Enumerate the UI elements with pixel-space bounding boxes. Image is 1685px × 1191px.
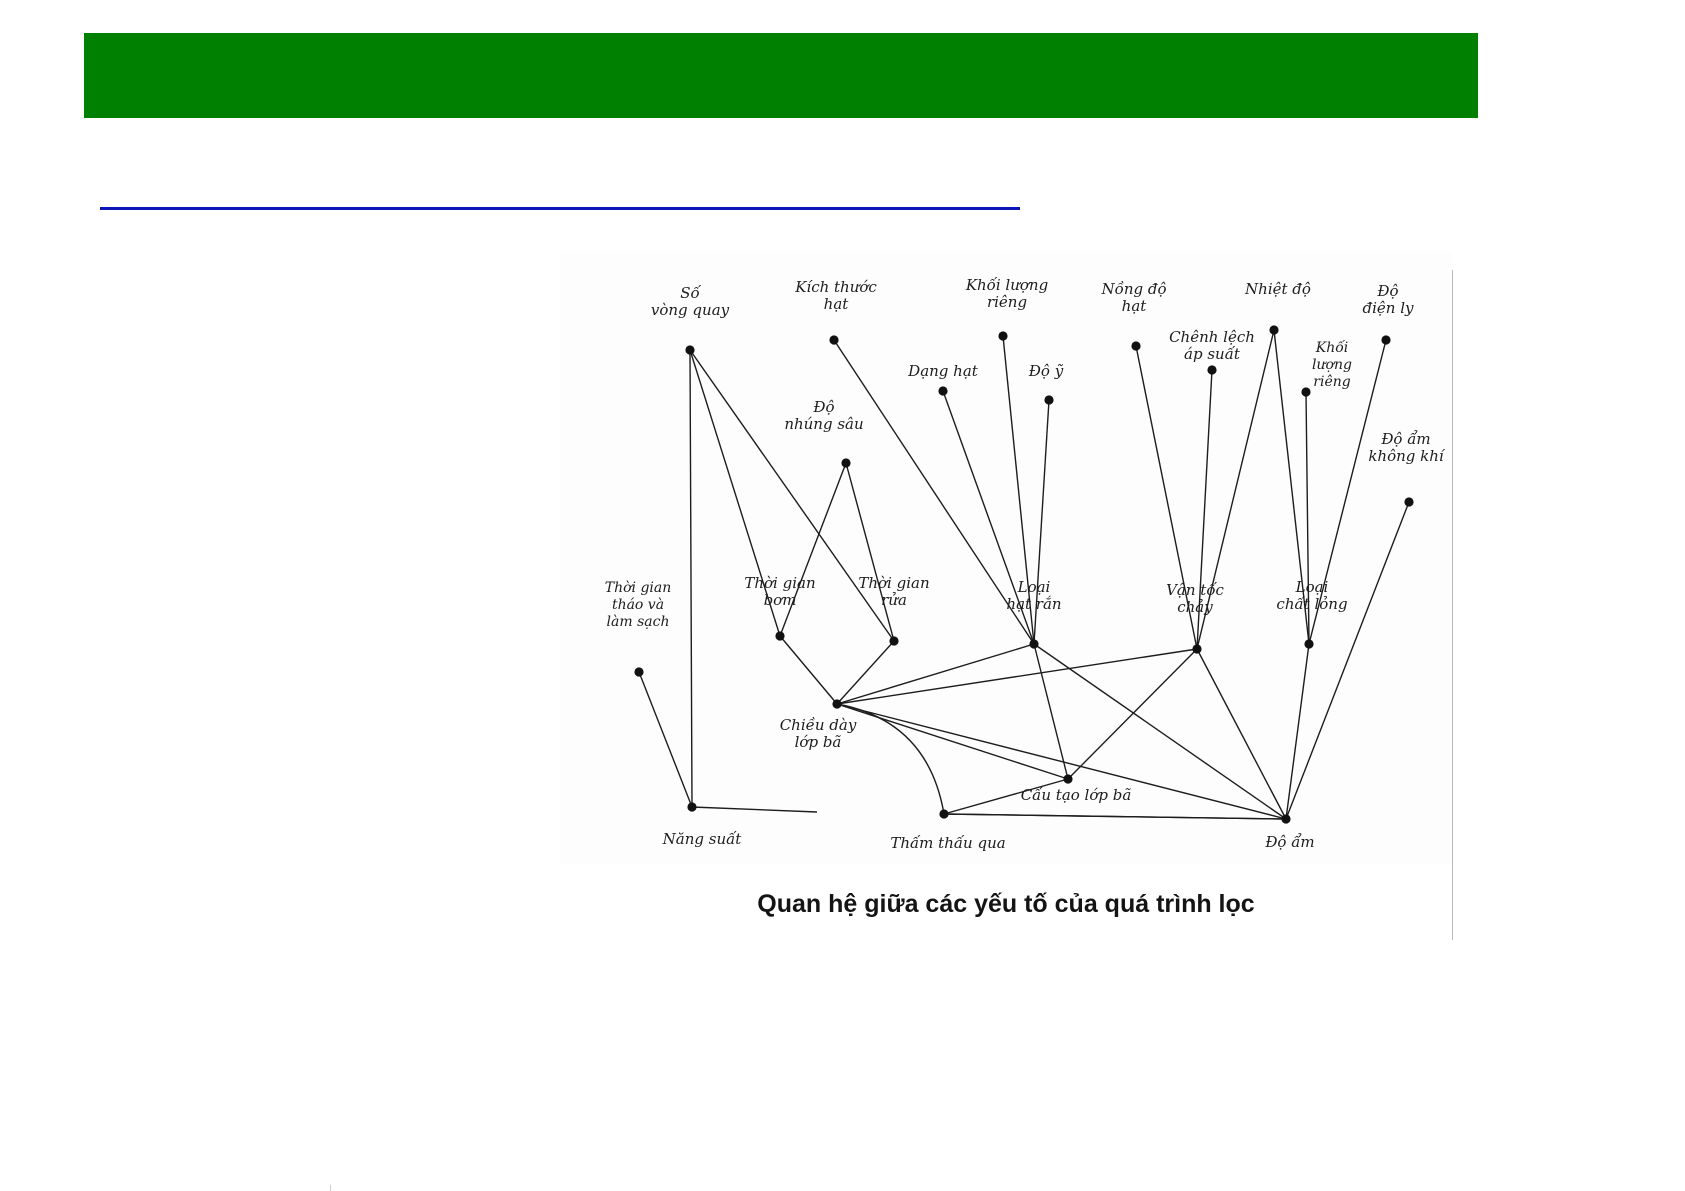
diagram-edge bbox=[691, 806, 818, 813]
diagram-node-so_vong_quay bbox=[685, 345, 695, 355]
diagram-edge bbox=[1135, 345, 1198, 650]
diagram-edge bbox=[845, 462, 895, 642]
diagram-edge bbox=[1196, 369, 1213, 650]
diagram-edge bbox=[1285, 501, 1410, 820]
diagram-edge bbox=[1308, 339, 1387, 645]
diagram-edge bbox=[1305, 391, 1310, 645]
diagram-edge bbox=[1075, 815, 1287, 820]
diagram-node-loai_hat_ran bbox=[1029, 639, 1039, 649]
diagram-node-label-thoi_gian_bom: Thời gian bơm bbox=[744, 574, 815, 609]
diagram-node-dang_hat bbox=[938, 386, 948, 396]
diagram-edge bbox=[836, 703, 1069, 780]
diagram-edge bbox=[836, 703, 1287, 820]
diagram-node-label-nang_suat: Năng suất bbox=[662, 830, 743, 848]
relationship-diagram-figure: Số vòng quay Kích thước hạt Dạng hạt Khối lượ… bbox=[560, 252, 1452, 864]
diagram-node-do_dien_ly bbox=[1381, 335, 1391, 345]
diagram-edge bbox=[689, 349, 895, 642]
diagram-node-label-so_vong_quay: Số vòng quay bbox=[651, 284, 730, 319]
diagram-edge bbox=[833, 339, 1035, 645]
diagram-node-chieu_day_lop_ba bbox=[832, 699, 842, 709]
diagram-node-label-chenh_lech_ap_suat: Chênh lệch áp suất bbox=[1169, 328, 1255, 363]
diagram-node-label-kich_thuoc_hat: Kích thước hạt bbox=[794, 278, 877, 313]
footer-rule-fragment bbox=[330, 1185, 331, 1191]
diagram-edge bbox=[1285, 643, 1310, 820]
blue-divider-rule bbox=[100, 207, 1020, 210]
diagram-node-do_am bbox=[1281, 814, 1291, 824]
diagram-edge bbox=[836, 643, 1035, 705]
diagram-edge bbox=[1067, 648, 1198, 780]
diagram-edge bbox=[779, 462, 847, 637]
diagram-node-label-van_toc_chay: Vận tốc chảy bbox=[1166, 581, 1224, 616]
diagram-node-label-loai_hat_ran: Loại hạt rắn bbox=[1006, 578, 1061, 613]
diagram-edge bbox=[1196, 648, 1287, 820]
diagram-node-thoi_gian_bom bbox=[775, 631, 785, 641]
diagram-edge bbox=[689, 349, 781, 637]
diagram-node-label-chieu_day_lop_ba: Chiều dày lớp bã bbox=[780, 716, 857, 751]
diagram-edge-curved bbox=[836, 703, 945, 815]
diagram-node-layer bbox=[634, 325, 1414, 824]
diagram-node-tham_thau_qua bbox=[939, 809, 949, 819]
diagram-node-label-dang_hat: Dạng hạt bbox=[907, 362, 979, 380]
diagram-node-label-tham_thau_qua: Thấm thấu qua bbox=[890, 834, 1005, 852]
diagram-edge bbox=[1002, 335, 1035, 645]
diagram-node-label-nhiet_do: Nhiệt độ bbox=[1244, 280, 1311, 298]
diagram-label-layer: Số vòng quay Kích thước hạt Dạng hạt Khối lượ… bbox=[605, 276, 1446, 852]
diagram-edge-layer bbox=[638, 329, 1410, 820]
diagram-edge bbox=[1033, 643, 1287, 820]
diagram-node-label-do_dien_ly: Độ điện ly bbox=[1363, 282, 1415, 317]
diagram-edge bbox=[836, 640, 895, 705]
diagram-node-label-khoi_luong_rieng_2: Khối lượng riêng bbox=[1312, 339, 1352, 390]
diagram-node-label-do_nhung_sau: Độ nhúng sâu bbox=[784, 398, 863, 433]
diagram-node-khoi_luong_rieng_1 bbox=[998, 331, 1008, 341]
diagram-node-van_toc_chay bbox=[1192, 644, 1202, 654]
figure-caption: Quan hệ giữa các yếu tố của quá trình lọ… bbox=[757, 890, 1255, 918]
diagram-edge bbox=[942, 390, 1035, 645]
diagram-edge bbox=[943, 778, 1069, 815]
diagram-node-label-loai_chat_long: Loại chất lỏng bbox=[1276, 578, 1347, 613]
diagram-node-label-cau_tao_lop_ba: Cấu tạo lớp bã bbox=[1021, 786, 1132, 804]
diagram-node-do_y bbox=[1044, 395, 1054, 405]
diagram-edge bbox=[689, 349, 693, 808]
diagram-node-loai_chat_long bbox=[1304, 639, 1314, 649]
diagram-node-do_nhung_sau bbox=[841, 458, 851, 468]
diagram-node-label-do_am_khong_khi: Độ ẩm không khí bbox=[1368, 430, 1446, 465]
diagram-node-label-thoi_gian_thao: Thời gian tháo và làm sạch bbox=[605, 580, 672, 630]
diagram-node-khoi_luong_rieng_2 bbox=[1301, 387, 1311, 397]
diagram-node-do_am_khong_khi bbox=[1404, 497, 1414, 507]
title-banner bbox=[84, 33, 1478, 118]
diagram-node-cau_tao_lop_ba bbox=[1063, 774, 1073, 784]
diagram-node-chenh_lech_ap_suat bbox=[1207, 365, 1217, 375]
diagram-node-nong_do_hat bbox=[1131, 341, 1141, 351]
diagram-node-thoi_gian_rua bbox=[889, 636, 899, 646]
diagram-edge bbox=[836, 648, 1198, 705]
diagram-node-label-do_y: Độ ỹ bbox=[1028, 362, 1064, 380]
diagram-edge bbox=[1196, 329, 1275, 650]
diagram-edge bbox=[638, 671, 693, 808]
diagram-svg: Số vòng quay Kích thước hạt Dạng hạt Khối lượ… bbox=[605, 276, 1446, 852]
diagram-edge bbox=[1033, 399, 1050, 645]
diagram-node-nang_suat bbox=[687, 802, 697, 812]
diagram-edge bbox=[779, 635, 838, 705]
diagram-node-label-do_am: Độ ẩm bbox=[1264, 833, 1314, 851]
diagram-node-nhiet_do bbox=[1269, 325, 1279, 335]
diagram-node-kich_thuoc_hat bbox=[829, 335, 839, 345]
diagram-edge bbox=[1033, 643, 1069, 780]
diagram-edge bbox=[1273, 329, 1310, 645]
diagram-node-label-nong_do_hat: Nồng độ hạt bbox=[1101, 280, 1167, 315]
scan-seam-line bbox=[1452, 270, 1453, 940]
diagram-edge bbox=[943, 813, 1077, 817]
diagram-node-label-thoi_gian_rua: Thời gian rửa bbox=[858, 574, 929, 609]
diagram-node-thoi_gian_thao bbox=[634, 667, 644, 677]
diagram-node-label-khoi_luong_rieng_1: Khối lượng riêng bbox=[965, 276, 1048, 311]
